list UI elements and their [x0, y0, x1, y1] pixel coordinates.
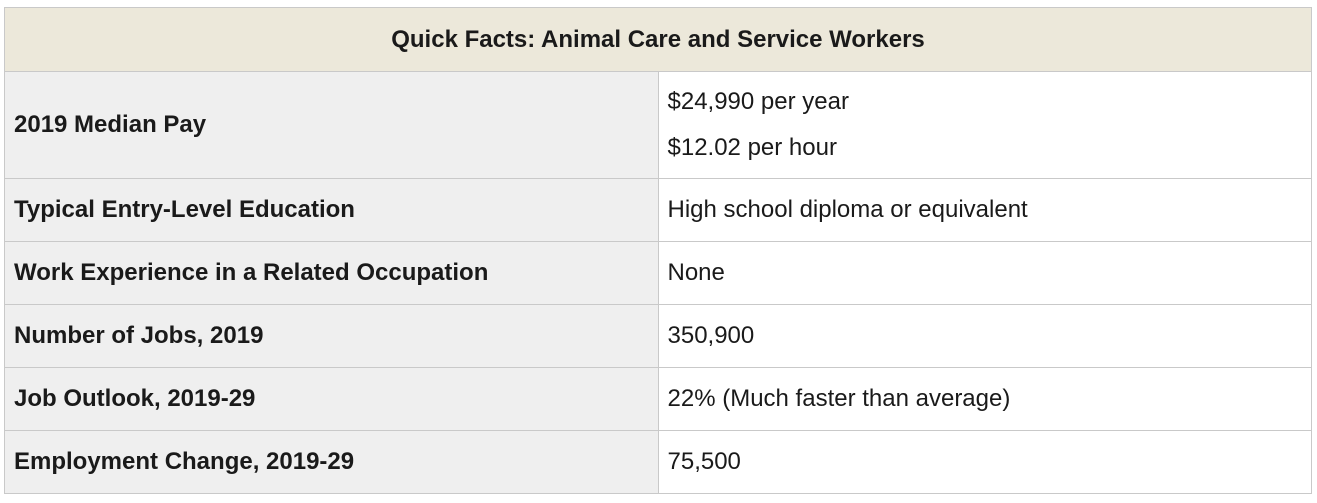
- table-row-job-outlook: Job Outlook, 2019-29 22% (Much faster th…: [4, 367, 1312, 431]
- table-row-work-experience: Work Experience in a Related Occupation …: [4, 241, 1312, 305]
- row-value: 350,900: [657, 304, 1312, 368]
- row-label: Typical Entry-Level Education: [4, 178, 659, 242]
- median-pay-hourly: $12.02 per hour: [667, 134, 837, 161]
- row-label: 2019 Median Pay: [4, 71, 659, 179]
- median-pay-yearly: $24,990 per year: [667, 88, 849, 115]
- row-label: Work Experience in a Related Occupation: [4, 241, 659, 305]
- row-value: 22% (Much faster than average): [657, 367, 1312, 431]
- row-value: 75,500: [657, 430, 1312, 494]
- table-row-number-of-jobs: Number of Jobs, 2019 350,900: [4, 304, 1312, 368]
- table-title: Quick Facts: Animal Care and Service Wor…: [4, 7, 1312, 72]
- row-label: Employment Change, 2019-29: [4, 430, 659, 494]
- table-row-median-pay: 2019 Median Pay $24,990 per year $12.02 …: [4, 71, 1312, 179]
- quick-facts-table: Quick Facts: Animal Care and Service Wor…: [4, 7, 1312, 494]
- row-label: Number of Jobs, 2019: [4, 304, 659, 368]
- table-row-employment-change: Employment Change, 2019-29 75,500: [4, 430, 1312, 494]
- row-value: None: [657, 241, 1312, 305]
- table-header-row: Quick Facts: Animal Care and Service Wor…: [4, 7, 1312, 72]
- row-label: Job Outlook, 2019-29: [4, 367, 659, 431]
- row-value: High school diploma or equivalent: [657, 178, 1312, 242]
- table-row-entry-education: Typical Entry-Level Education High schoo…: [4, 178, 1312, 242]
- row-value: $24,990 per year $12.02 per hour: [657, 71, 1312, 179]
